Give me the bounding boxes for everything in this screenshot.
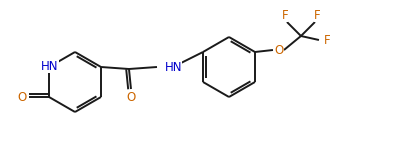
Text: F: F <box>282 8 288 22</box>
Text: O: O <box>126 91 136 103</box>
Text: F: F <box>324 34 330 47</box>
Text: F: F <box>314 8 320 22</box>
Text: O: O <box>274 43 283 57</box>
Text: HN: HN <box>41 59 59 73</box>
Text: O: O <box>18 91 27 103</box>
Text: HN: HN <box>165 61 182 73</box>
